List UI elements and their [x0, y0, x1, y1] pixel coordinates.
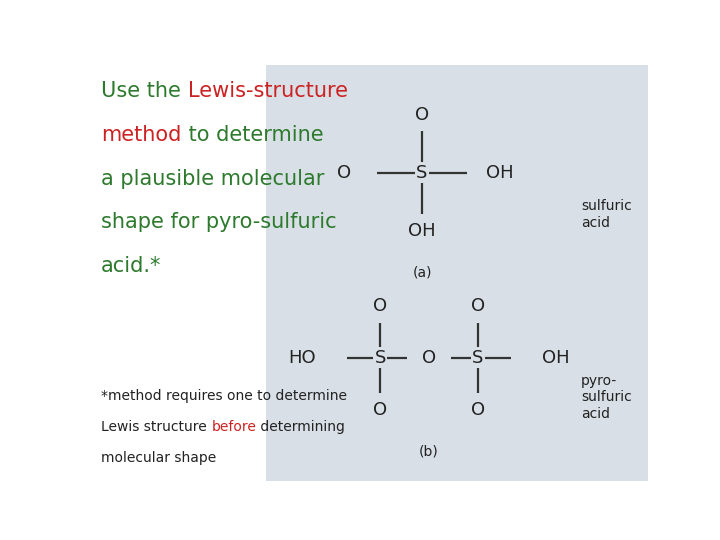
Text: S: S — [416, 164, 428, 182]
Text: OH: OH — [408, 222, 436, 240]
Text: sulfuric
acid: sulfuric acid — [581, 199, 631, 230]
Text: (b): (b) — [419, 444, 439, 458]
Text: O: O — [373, 297, 387, 315]
Text: S: S — [374, 349, 386, 367]
Text: a plausible molecular: a plausible molecular — [101, 168, 325, 189]
Text: Use the: Use the — [101, 82, 188, 102]
Text: O: O — [471, 297, 485, 315]
Text: acid.*: acid.* — [101, 256, 161, 276]
Text: HO: HO — [288, 349, 316, 367]
Text: molecular shape: molecular shape — [101, 451, 217, 465]
Text: to determine: to determine — [181, 125, 323, 145]
Text: O: O — [337, 164, 351, 182]
Text: OH: OH — [542, 349, 570, 367]
Text: shape for pyro-sulfuric: shape for pyro-sulfuric — [101, 212, 337, 232]
Text: *method requires one to determine: *method requires one to determine — [101, 389, 347, 403]
Text: S: S — [472, 349, 484, 367]
Text: OH: OH — [486, 164, 514, 182]
Text: O: O — [415, 106, 429, 124]
FancyBboxPatch shape — [266, 65, 648, 481]
Text: (a): (a) — [413, 266, 432, 280]
Text: method: method — [101, 125, 181, 145]
Text: pyro-
sulfuric
acid: pyro- sulfuric acid — [581, 374, 631, 421]
Text: O: O — [471, 401, 485, 419]
Text: Lewis structure: Lewis structure — [101, 420, 211, 434]
Text: O: O — [373, 401, 387, 419]
Text: O: O — [422, 349, 436, 367]
Text: before: before — [211, 420, 256, 434]
Text: Lewis-structure: Lewis-structure — [188, 82, 348, 102]
Text: determining: determining — [256, 420, 345, 434]
